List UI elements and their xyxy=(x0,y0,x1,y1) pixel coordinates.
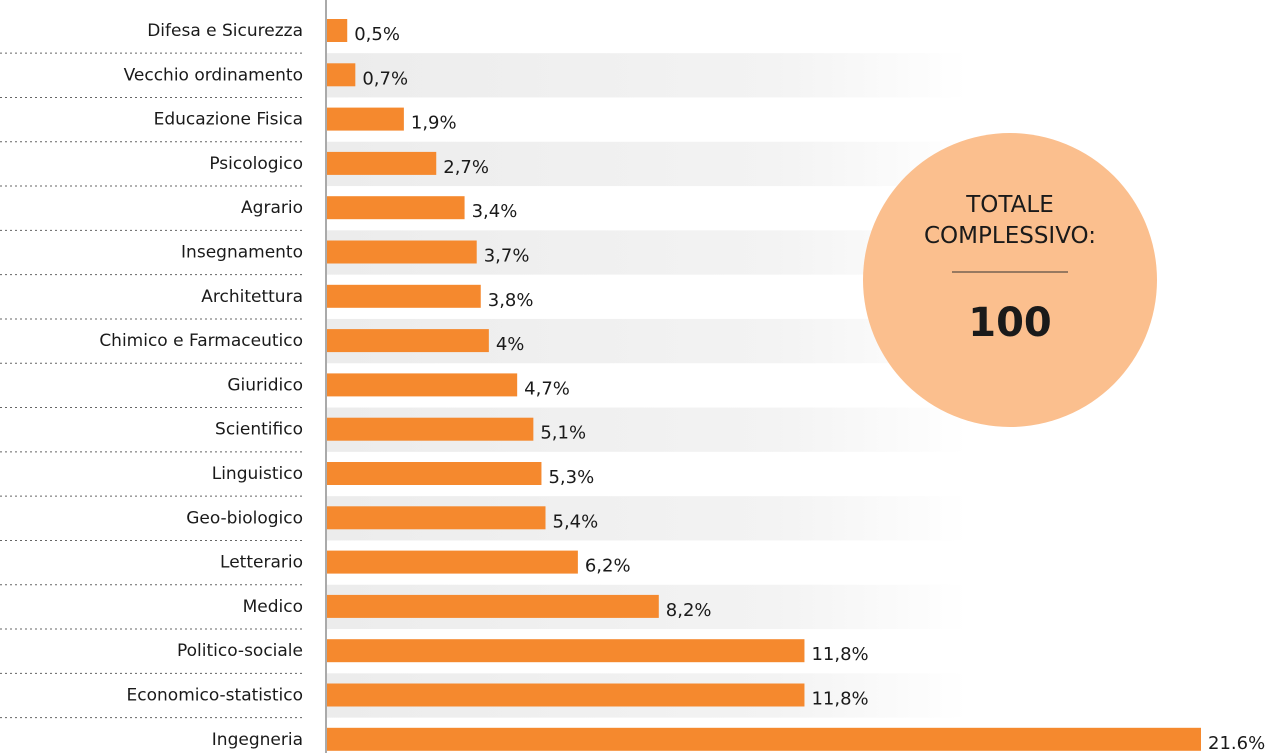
total-label-box: TOTALE COMPLESSIVO: xyxy=(924,192,1096,249)
row-stripe xyxy=(327,53,967,98)
value-label: 5,4% xyxy=(553,511,599,532)
category-label: Economico-statistico xyxy=(127,686,303,706)
category-label: Medico xyxy=(243,597,303,617)
value-label: 21.6% xyxy=(1208,733,1265,753)
category-label: Insegnamento xyxy=(181,243,303,263)
category-label: Geo-biologico xyxy=(186,508,303,528)
bar xyxy=(327,196,465,220)
category-label: Giuridico xyxy=(227,375,303,395)
bar xyxy=(327,727,1201,751)
value-label: 8,2% xyxy=(666,600,712,621)
value-label: 11,8% xyxy=(811,644,868,665)
value-label: 3,8% xyxy=(488,290,534,311)
bar xyxy=(327,151,437,175)
value-label: 5,3% xyxy=(548,467,594,488)
value-label: 4% xyxy=(496,334,525,355)
bar xyxy=(327,284,481,308)
value-label: 0,7% xyxy=(362,68,408,89)
total-circle xyxy=(863,133,1157,427)
bar xyxy=(327,417,534,441)
bar xyxy=(327,373,518,397)
bar xyxy=(327,240,477,264)
value-label: 3,4% xyxy=(472,201,518,222)
category-label: Educazione Fisica xyxy=(154,110,303,130)
bar xyxy=(327,639,805,663)
bar xyxy=(327,683,805,707)
value-label: 3,7% xyxy=(484,246,530,267)
category-label: Chimico e Farmaceutico xyxy=(99,331,303,351)
total-value: 100 xyxy=(968,300,1052,346)
value-label: 6,2% xyxy=(585,556,631,577)
category-label: Difesa e Sicurezza xyxy=(147,21,303,41)
category-label: Letterario xyxy=(220,553,303,573)
bar xyxy=(327,107,404,131)
bar xyxy=(327,550,578,574)
category-label: Psicologico xyxy=(209,154,303,174)
value-label: 4,7% xyxy=(524,378,570,399)
category-label: Politico-sociale xyxy=(177,641,303,661)
category-label: Scientifico xyxy=(215,420,303,440)
bar xyxy=(327,462,542,485)
category-label: Vecchio ordinamento xyxy=(124,65,303,85)
bar xyxy=(327,329,489,353)
total-label: TOTALE COMPLESSIVO: xyxy=(924,192,1096,249)
bar xyxy=(327,594,659,618)
category-label: Agrario xyxy=(241,198,303,218)
category-label: Ingegneria xyxy=(212,730,303,750)
value-label: 2,7% xyxy=(443,157,489,178)
value-label: 0,5% xyxy=(354,24,400,45)
value-label: 5,1% xyxy=(540,423,586,444)
bar xyxy=(327,19,348,42)
bar xyxy=(327,506,546,530)
bar xyxy=(327,63,356,87)
value-label: 11,8% xyxy=(811,689,868,710)
value-label: 1,9% xyxy=(411,113,457,134)
category-label: Linguistico xyxy=(212,464,303,484)
category-label: Architettura xyxy=(201,287,303,307)
